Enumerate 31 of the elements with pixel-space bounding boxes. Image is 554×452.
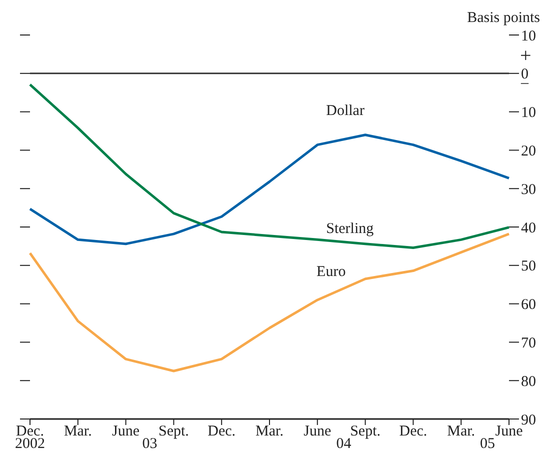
x-tick-label: Mar. [447, 424, 476, 440]
series-label: Euro [316, 264, 346, 281]
text: 03 [142, 436, 158, 452]
y-tick-label: 10 [521, 28, 536, 44]
y-tick-label: 40 [521, 220, 536, 236]
y-tick-label: 70 [521, 336, 536, 352]
x-tick-label: Sept. [158, 424, 189, 440]
x-tick-label: Mar. [64, 424, 92, 440]
x-tick-label: June [495, 424, 524, 440]
line-series [28, 83, 510, 249]
y-tick-label: 60 [521, 297, 536, 314]
x-tick-label: June [112, 424, 140, 440]
series-label: Sterling [326, 220, 374, 238]
x-tick-label: Dec. [399, 424, 428, 440]
series-label: Dollar [326, 102, 364, 120]
y-tick-label: 50 [521, 258, 536, 275]
text: 04 [336, 436, 352, 452]
x-tick-label: Sept. [350, 424, 381, 440]
y-tick-label: 10 [521, 105, 536, 122]
y-tick-label: 90 [521, 412, 536, 428]
y-tick-label: 80 [521, 374, 536, 390]
x-tick-label: June [304, 424, 332, 440]
y-axis-title: Basis points [467, 10, 540, 27]
text: 05 [480, 436, 495, 452]
text: + [520, 45, 532, 68]
line-series [28, 134, 510, 246]
y-tick-label: 30 [521, 182, 536, 198]
x-tick-label: Mar. [256, 424, 284, 440]
text: 2002 [14, 436, 46, 452]
y-tick-label: 20 [521, 144, 536, 160]
x-tick-label: Dec. [208, 424, 236, 440]
